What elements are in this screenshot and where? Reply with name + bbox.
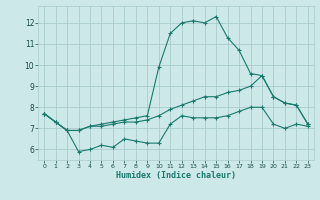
X-axis label: Humidex (Indice chaleur): Humidex (Indice chaleur) xyxy=(116,171,236,180)
